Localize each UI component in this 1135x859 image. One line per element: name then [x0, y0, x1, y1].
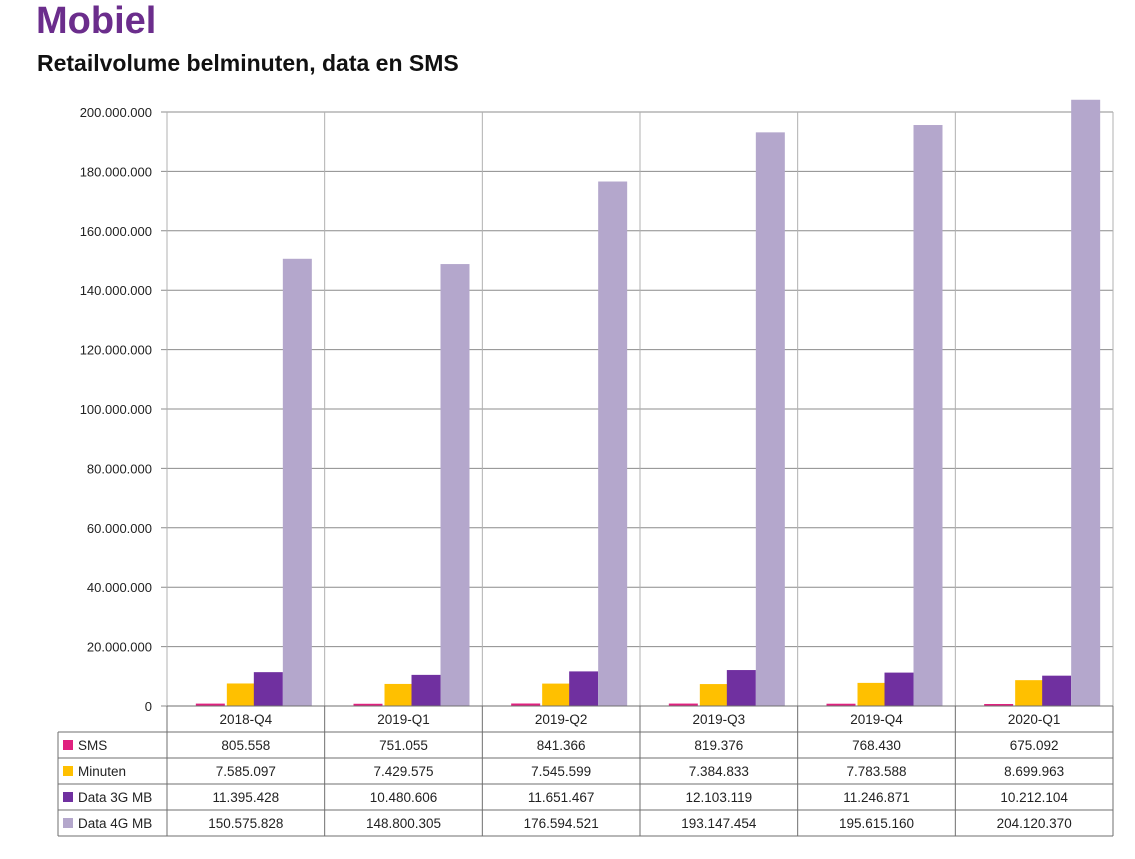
y-tick-label: 120.000.000: [80, 343, 152, 358]
legend-swatch: [63, 792, 73, 802]
legend-entry: Minuten: [78, 764, 126, 779]
bar-data-4g-mb: [440, 264, 470, 706]
x-tick-label: 2019-Q1: [377, 712, 430, 727]
bar-minuten: [699, 684, 729, 706]
data-label: 193.147.454: [681, 816, 757, 831]
bar-data-4g-mb: [1071, 99, 1101, 706]
y-tick-label: 20.000.000: [87, 640, 152, 655]
data-label: 7.585.097: [216, 764, 276, 779]
x-tick-label: 2019-Q2: [535, 712, 588, 727]
legend-entry: Data 3G MB: [78, 790, 152, 805]
y-tick-label: 40.000.000: [87, 580, 152, 595]
data-label: 819.376: [694, 738, 743, 753]
x-tick-label: 2018-Q4: [220, 712, 273, 727]
data-label: 7.545.599: [531, 764, 591, 779]
bar-data-4g-mb: [598, 181, 628, 706]
bar-minuten: [1015, 680, 1045, 706]
data-label: 7.429.575: [373, 764, 433, 779]
data-label: 11.246.871: [843, 790, 910, 805]
bar-data-3g-mb: [411, 674, 441, 706]
data-label: 10.212.104: [1000, 790, 1068, 805]
bar-minuten: [384, 683, 414, 706]
y-tick-label: 140.000.000: [80, 283, 152, 298]
data-label: 7.783.588: [846, 764, 906, 779]
bar-sms: [668, 703, 698, 706]
bar-data-3g-mb: [253, 672, 283, 706]
legend-swatch: [63, 766, 73, 776]
legend-swatch: [63, 740, 73, 750]
data-label: 768.430: [852, 738, 901, 753]
legend-swatch: [63, 818, 73, 828]
y-tick-label: 180.000.000: [80, 164, 152, 179]
x-tick-label: 2020-Q1: [1008, 712, 1061, 727]
bar-data-4g-mb: [282, 258, 312, 706]
legend-entry: SMS: [78, 738, 107, 753]
bar-data-3g-mb: [1042, 675, 1072, 706]
data-label: 11.651.467: [528, 790, 595, 805]
bar-data-3g-mb: [569, 671, 599, 706]
y-tick-label: 200.000.000: [80, 105, 152, 120]
y-tick-label: 100.000.000: [80, 402, 152, 417]
bar-data-3g-mb: [726, 670, 756, 706]
page-subtitle: Retailvolume belminuten, data en SMS: [37, 50, 459, 76]
data-label: 195.615.160: [839, 816, 914, 831]
data-label: 805.558: [221, 738, 270, 753]
bar-sms: [353, 703, 383, 706]
data-label: 204.120.370: [997, 816, 1072, 831]
bar-sms: [511, 703, 541, 706]
data-label: 7.384.833: [689, 764, 749, 779]
bar-sms: [826, 703, 856, 706]
data-label: 675.092: [1010, 738, 1059, 753]
data-label: 12.103.119: [686, 790, 753, 805]
bar-minuten: [542, 683, 572, 706]
x-tick-label: 2019-Q4: [850, 712, 903, 727]
data-label: 150.575.828: [208, 816, 283, 831]
legend-entry: Data 4G MB: [78, 816, 152, 831]
data-label: 841.366: [537, 738, 586, 753]
y-tick-label: 0: [145, 699, 152, 714]
bar-sms: [195, 703, 225, 706]
data-label: 751.055: [379, 738, 428, 753]
data-label: 176.594.521: [524, 816, 599, 831]
y-tick-label: 60.000.000: [87, 521, 152, 536]
y-tick-label: 160.000.000: [80, 224, 152, 239]
data-label: 11.395.428: [213, 790, 280, 805]
data-label: 148.800.305: [366, 816, 441, 831]
data-label: 8.699.963: [1004, 764, 1064, 779]
x-tick-label: 2019-Q3: [693, 712, 746, 727]
y-tick-label: 80.000.000: [87, 461, 152, 476]
bar-data-3g-mb: [884, 672, 914, 706]
data-label: 10.480.606: [370, 790, 438, 805]
bar-minuten: [226, 683, 256, 706]
bar-minuten: [857, 682, 887, 706]
bar-sms: [984, 703, 1014, 706]
bar-data-4g-mb: [755, 132, 785, 707]
bar-data-4g-mb: [913, 125, 943, 707]
page-title: Mobiel: [36, 0, 157, 42]
